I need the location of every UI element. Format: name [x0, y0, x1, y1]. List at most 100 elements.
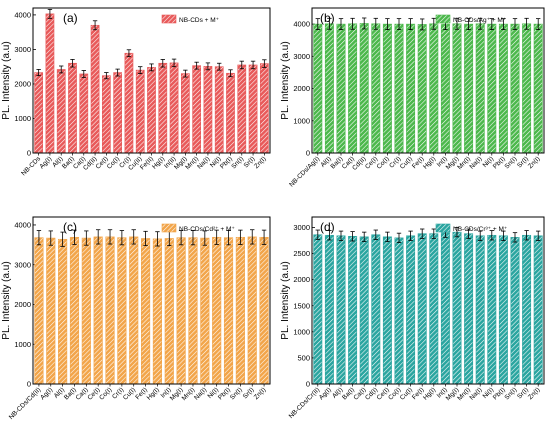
bar-Co(I) — [105, 236, 115, 385]
bar-Ce(I) — [371, 23, 381, 154]
error-bar — [202, 230, 208, 246]
x-tick-label: NB-CDs/Cr(II) — [288, 386, 322, 420]
y-tick-label: 2000 — [14, 80, 31, 89]
bar-Pb(I) — [223, 237, 234, 385]
bar-Mg(I) — [452, 231, 462, 385]
bar-Cu(II) — [135, 69, 145, 154]
panel-label: (c) — [63, 220, 77, 234]
x-tick-label: Zn(I) — [527, 155, 542, 170]
y-tick-label: 2000 — [293, 275, 310, 284]
error-bar — [138, 66, 143, 74]
bar-Fe(II) — [147, 67, 156, 154]
bar-Zn(I) — [533, 235, 543, 385]
y-tick-label: 1000 — [14, 114, 31, 123]
error-bar — [478, 230, 483, 241]
error-bar — [373, 17, 378, 30]
error-bar — [431, 228, 436, 239]
bar-Mn(I) — [464, 23, 474, 154]
bar-Cr(I) — [394, 23, 404, 154]
legend-label: NB-CDs/Ag⁺ + M⁺ — [453, 17, 507, 24]
bar-Mg(I) — [452, 23, 462, 154]
error-bar — [338, 18, 344, 30]
bar-Sn(I) — [237, 64, 247, 154]
bar-Ba(I) — [68, 62, 77, 154]
y-tick-label: 1000 — [14, 340, 31, 349]
y-tick-label: 2000 — [14, 300, 31, 309]
plot-frame — [311, 216, 545, 385]
error-bar — [36, 230, 42, 246]
panel-label: (b) — [320, 11, 335, 25]
error-bar — [194, 61, 199, 70]
error-bar — [48, 230, 53, 246]
error-bar — [178, 230, 184, 246]
bar-Hg(I) — [158, 62, 168, 154]
x-tick-label: Sn(I) — [503, 155, 518, 170]
error-bar — [536, 230, 541, 241]
error-bar — [238, 229, 243, 245]
bar-Cu(I) — [129, 236, 139, 385]
y-tick-label: 2500 — [293, 249, 310, 258]
error-bar — [72, 229, 77, 245]
error-bar — [149, 63, 154, 72]
error-bar — [262, 59, 267, 68]
x-tick-label: Pb(I) — [492, 386, 507, 401]
error-bar — [362, 231, 367, 242]
error-bar — [315, 229, 320, 240]
error-bar — [396, 18, 402, 30]
bar-Ce(I) — [93, 236, 103, 385]
error-bar — [59, 65, 64, 74]
error-bar — [36, 69, 41, 77]
error-bar — [126, 49, 132, 58]
y-axis-title: PL. Intensity (a.u) — [280, 261, 291, 339]
error-bar — [512, 232, 518, 243]
x-tick-label: NB-CDs/Ag(I) — [288, 155, 321, 188]
bar-Fe(I) — [417, 24, 427, 154]
x-tick-label: Na(I) — [193, 386, 208, 401]
bar-Sr(I) — [522, 23, 532, 154]
error-bar — [160, 59, 165, 68]
bar-NB-CDs/Cd(II) — [34, 237, 44, 385]
error-bar — [524, 230, 529, 241]
bar-Zn(I) — [259, 236, 269, 385]
x-tick-label: Pb(I) — [217, 386, 232, 401]
error-bar — [143, 230, 148, 247]
bar-Al(I) — [324, 23, 334, 154]
legend: NB-CDs/Ag⁺ + M⁺ — [435, 14, 507, 24]
plot-frame — [32, 7, 271, 154]
plot-frame — [311, 7, 545, 154]
y-tick-label: 3000 — [293, 223, 310, 232]
error-bar — [408, 18, 413, 30]
bar-Pb(I) — [498, 235, 508, 385]
legend-swatch — [435, 14, 451, 24]
bar-Cu(I) — [406, 235, 416, 385]
x-tick-label: Ag(I) — [318, 386, 333, 401]
error-bar — [205, 62, 211, 71]
bar-Fe(I) — [141, 238, 151, 385]
bar-Cd(II) — [90, 24, 100, 154]
chart-panel-4: 0 500 1000 1500 2000 2500 3000 NB-CDs/Cr(II)Ag(… — [280, 216, 545, 420]
error-bar — [454, 227, 460, 238]
error-bar — [478, 17, 483, 30]
bar-Cd(I) — [371, 234, 381, 385]
bar-In(I) — [440, 23, 450, 154]
legend: NB-CDs/Cd²⁺ + M⁺ — [161, 223, 235, 233]
bar-Ag(I) — [45, 13, 55, 154]
panel-label: (a) — [63, 11, 78, 25]
bar-Ce(I) — [382, 236, 392, 385]
bar-Ag(I) — [46, 237, 56, 385]
bar-Co(I) — [394, 237, 404, 385]
y-axis-title: PL. Intensity (a.u) — [280, 41, 291, 119]
bar-Hg(I) — [429, 23, 439, 154]
error-bar — [466, 18, 471, 30]
bar-In(I) — [440, 232, 450, 385]
y-axis-title: PL. Intensity (a.u) — [1, 41, 12, 119]
legend: NB-CDs/Cr³⁺ + M⁺ — [435, 223, 508, 233]
error-bar — [420, 18, 425, 31]
bar-Ba(I) — [336, 23, 346, 154]
y-tick-label: 4000 — [14, 221, 31, 230]
bar-Mg(I) — [180, 73, 190, 154]
error-bar — [396, 232, 402, 243]
bar-Ni(I) — [212, 236, 222, 385]
error-bar — [420, 228, 425, 239]
bar-Mn(I) — [192, 65, 202, 154]
